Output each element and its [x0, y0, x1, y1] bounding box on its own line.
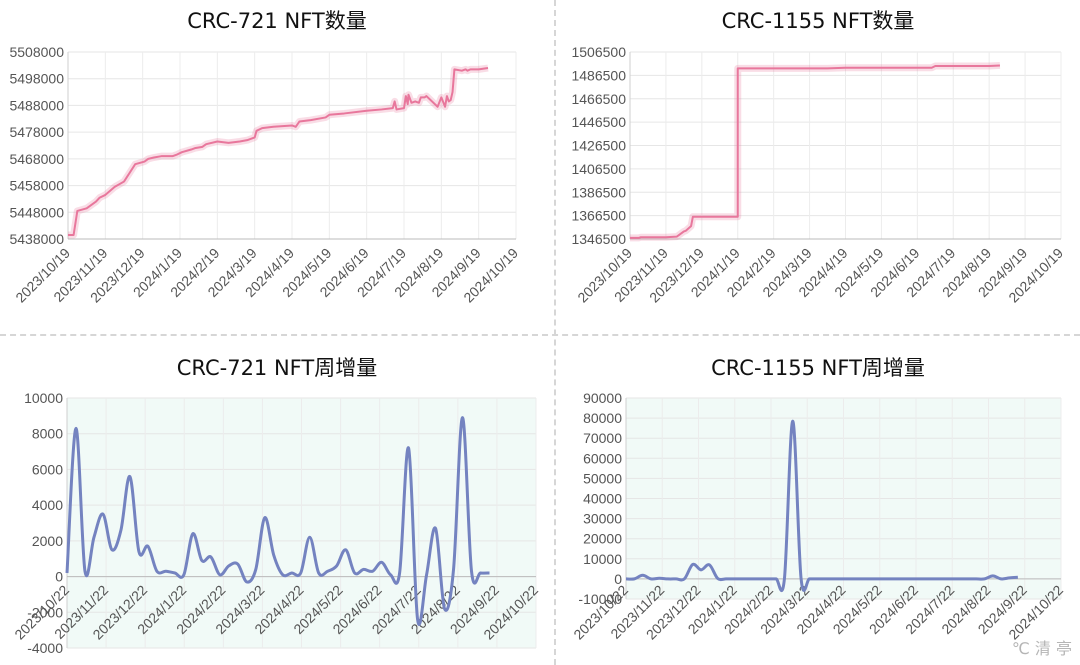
y-tick-label: 20000: [583, 531, 622, 547]
y-tick-label: 10000: [24, 390, 63, 406]
chart-title: CRC-721 NFT周增量: [176, 356, 378, 380]
y-tick-label: 8000: [32, 426, 63, 442]
series-glow: [68, 64, 489, 239]
y-tick-label: 1366500: [571, 208, 626, 224]
y-tick-label: 5458000: [9, 178, 64, 194]
y-tick-label: 60000: [583, 450, 622, 466]
chart-svg: -4000-200002000400060008000100002023/10/…: [11, 390, 541, 656]
y-tick-label: 6000: [32, 461, 63, 477]
y-tick-label: -4000: [27, 640, 63, 656]
series-line: [68, 67, 489, 236]
chart-title: CRC-721 NFT数量: [187, 9, 367, 33]
series-line: [630, 64, 1000, 239]
chart-svg: 5438000 5448000 5458000 5468000 5478000 54880…: [9, 44, 521, 306]
y-tick-label: 5478000: [9, 124, 64, 140]
y-tick-label: 5448000: [9, 204, 64, 220]
y-tick-label: 5498000: [9, 71, 64, 87]
y-tick-label: 5468000: [9, 151, 64, 167]
y-tick-label: 1506500: [571, 44, 626, 60]
y-tick-label: 5438000: [9, 231, 64, 247]
series-line: [65, 416, 490, 626]
horizontal-divider: [0, 334, 1080, 336]
y-tick-label: 2000: [32, 533, 63, 549]
chart-title: CRC-1155 NFT周增量: [711, 356, 925, 380]
series-glow: [630, 61, 1001, 242]
watermark: ℃ 清 亭: [1011, 639, 1072, 658]
y-tick-label: 40000: [583, 491, 622, 507]
y-tick-label: 30000: [583, 511, 622, 527]
y-tick-label: -10000: [578, 591, 622, 607]
y-tick-label: 80000: [583, 410, 622, 426]
y-tick-label: 0: [614, 571, 622, 587]
chart-panel-crc721-count: CRC-721 NFT数量 5438000 5448000 5458000 54680…: [0, 0, 554, 333]
chart-title: CRC-1155 NFT数量: [721, 9, 915, 33]
y-tick-label: 1486500: [571, 67, 626, 83]
y-tick-label: 1466500: [571, 91, 626, 107]
y-tick-label: 10000: [583, 551, 622, 567]
y-tick-label: 1406500: [571, 161, 626, 177]
chart-panel-crc721-weekly: CRC-721 NFT周增量 -4000 -2000 0 2000 4000 6000 80…: [0, 336, 554, 665]
y-tick-label: 0: [55, 569, 63, 585]
chart-svg: -10000 0 10000 20000 30000 40000 50000 60000 700…: [570, 390, 1066, 643]
series-line: [625, 419, 1018, 592]
y-tick-label: 90000: [583, 390, 622, 406]
y-tick-label: 1426500: [571, 138, 626, 154]
y-tick-label: 5488000: [9, 97, 64, 113]
y-tick-label: 50000: [583, 470, 622, 486]
y-tick-label: 70000: [583, 430, 622, 446]
chart-panel-crc1155-weekly: CRC-1155 NFT周增量 -10000 0 10000 20000 30000 40…: [556, 336, 1080, 665]
y-tick-label: -2000: [27, 604, 63, 620]
chart-svg: 1346500 1366500 1386500 1406500 1426500 14465…: [571, 44, 1066, 306]
y-tick-label: 5508000: [9, 44, 64, 60]
y-tick-label: 4000: [32, 497, 63, 513]
y-tick-label: 1346500: [571, 231, 626, 247]
chart-panel-crc1155-count: CRC-1155 NFT数量 1346500 1366500 1386500 1406…: [556, 0, 1080, 333]
vertical-divider: [554, 0, 556, 665]
y-tick-label: 1446500: [571, 114, 626, 130]
y-tick-label: 1386500: [571, 184, 626, 200]
